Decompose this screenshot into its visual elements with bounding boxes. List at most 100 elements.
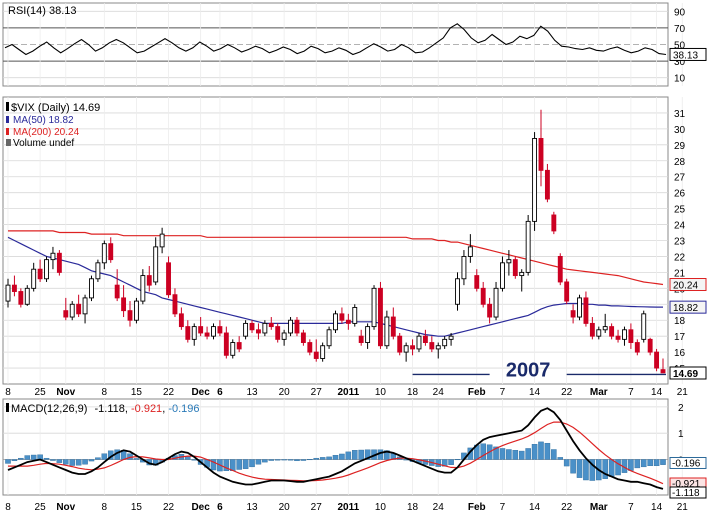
- macd-hist-bar: [448, 459, 454, 465]
- candle-body: [577, 297, 582, 318]
- macd-hist-bar: [50, 459, 56, 461]
- macd-legend-signal: -0.921: [131, 403, 162, 415]
- ma200-legend: MA(200) 20.24: [13, 127, 80, 138]
- macd-hist-bar: [660, 459, 666, 465]
- macd-hist-bar: [300, 459, 307, 461]
- ma50-marker: [6, 116, 9, 123]
- x-tick-label: 15: [131, 387, 143, 398]
- price-tick: 26: [674, 189, 686, 200]
- macd-hist-bar: [43, 457, 50, 460]
- candle-body: [512, 259, 518, 277]
- candle-body: [647, 338, 653, 353]
- macd-hist-bar: [242, 459, 249, 469]
- candle-body: [294, 319, 300, 334]
- x-tick-label: 18: [407, 502, 419, 513]
- rsi-line: [4, 23, 667, 56]
- macd-hist-bar: [262, 459, 268, 463]
- candle-body: [525, 220, 531, 273]
- candle-body: [519, 271, 525, 277]
- x-tick-label: 10: [375, 502, 387, 513]
- candle-body: [352, 307, 358, 324]
- candle-body: [24, 287, 30, 305]
- candle-body: [37, 268, 43, 280]
- macd-hist-bar: [255, 459, 262, 465]
- price-tag-box: [669, 300, 707, 314]
- price-tick: 18: [674, 316, 686, 327]
- price-tick: 24: [674, 221, 686, 232]
- candle-body: [544, 169, 550, 200]
- candle-body: [300, 332, 306, 343]
- candle-body: [474, 275, 480, 289]
- price-tick: 29: [674, 141, 686, 152]
- candle-body: [153, 246, 159, 283]
- candle-body: [198, 326, 204, 334]
- candle-body: [236, 342, 242, 350]
- candle-body: [448, 335, 454, 340]
- candle-body: [583, 297, 589, 324]
- candle-body: [371, 287, 377, 328]
- candle-body: [69, 303, 75, 318]
- candle-body: [50, 252, 56, 261]
- macd-hist-bar: [133, 458, 140, 460]
- candle-body: [44, 259, 49, 280]
- macd-hist-bar: [82, 459, 88, 465]
- candle-body: [172, 294, 178, 315]
- macd-hist-bar: [326, 456, 332, 460]
- x-tick-label: 22: [561, 502, 573, 513]
- candle-body: [268, 322, 274, 328]
- macd-hist-bar: [525, 448, 531, 460]
- macd-hist-bar: [191, 459, 197, 461]
- candle-body: [435, 345, 441, 350]
- x-tick-label: Dec: [191, 387, 210, 398]
- ma200-marker: [6, 128, 9, 135]
- candle-body: [5, 284, 11, 302]
- macd-hist-bar: [11, 459, 18, 462]
- x-tick-label: 25: [35, 502, 47, 513]
- x-axis-upper: 8 25 Nov 8 15 22 Dec 6 13 20 27 2011 10 18 24 Feb 7 14 22 M…: [5, 387, 688, 398]
- x-tick-label: 14: [529, 502, 541, 513]
- macd-hist-bar: [480, 443, 486, 460]
- macd-hist-bar: [5, 459, 11, 464]
- volume-legend: Volume undef: [13, 138, 74, 149]
- macd-hist-bar: [377, 449, 384, 460]
- candle-body: [660, 369, 666, 374]
- candle-body: [211, 326, 216, 337]
- candle-body: [654, 351, 660, 369]
- candle-body: [114, 284, 120, 299]
- rsi-tick: 10: [674, 74, 686, 85]
- x-tick-label: 2011: [337, 387, 359, 398]
- rsi-tick: 50: [674, 41, 686, 52]
- macd-hist-bar: [319, 457, 326, 460]
- x-tick-label: 25: [35, 387, 47, 398]
- candle-body: [140, 275, 146, 302]
- candle-body: [345, 319, 351, 324]
- macd-legend-text: MACD(12,26,9) -1.118, -0.921, -0.196: [11, 403, 200, 415]
- candle-body: [185, 326, 191, 340]
- candle-body: [178, 313, 184, 328]
- macd-hist-bar: [640, 459, 647, 468]
- candle-body: [333, 313, 338, 331]
- x-tick-label: 6: [217, 502, 223, 513]
- macd-hist-bar: [544, 442, 551, 460]
- macd-hist-bar: [538, 441, 544, 460]
- macd-tick-labels: 210: [678, 403, 684, 467]
- candle-body: [63, 310, 69, 318]
- rsi-tick: 30: [674, 57, 686, 68]
- year-annotation: 2007: [412, 359, 666, 381]
- x-tick-label: 22: [163, 502, 175, 513]
- candle-body: [281, 332, 287, 340]
- rsi-tick-labels: 90 70 50 30 10: [674, 7, 686, 84]
- candle-body: [397, 335, 403, 353]
- candle-body: [89, 278, 94, 299]
- macd-frame: [2, 398, 669, 496]
- rsi-panel: 90 70 50 30 10 RSI(14) 38.13 38.13: [2, 2, 707, 87]
- macd-hist-bar: [499, 448, 506, 460]
- x-tick-label: 13: [246, 387, 258, 398]
- x-tick-label: 7: [628, 502, 634, 513]
- price-tag-box: [669, 366, 707, 380]
- price-legend: $VIX (Daily) 14.69 MA(50) 18.82 MA(200) …: [6, 102, 100, 149]
- macd-hist-bar: [287, 459, 294, 461]
- rsi-tick: 70: [674, 24, 686, 35]
- macd-hist-bar: [332, 455, 339, 460]
